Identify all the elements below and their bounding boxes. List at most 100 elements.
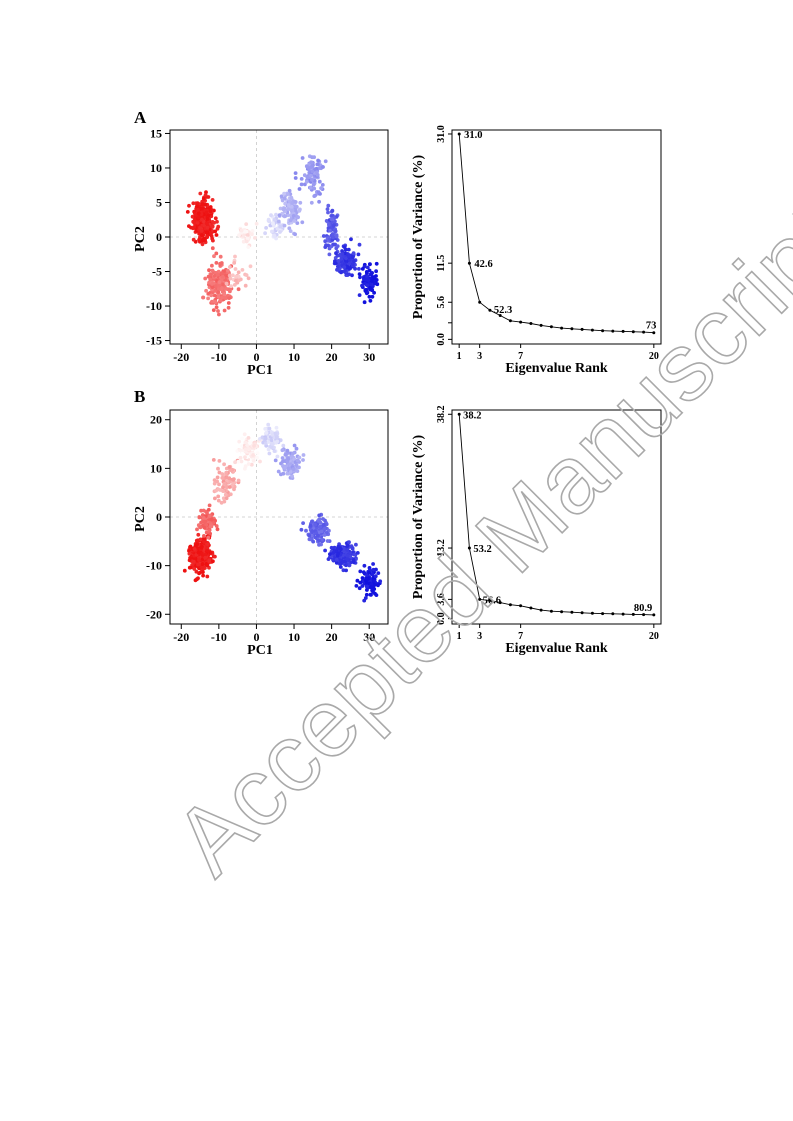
scatter-point — [198, 537, 203, 542]
scatter-points — [182, 422, 383, 603]
scatter-point — [288, 229, 293, 234]
scatter-point — [277, 213, 282, 218]
scatter-point — [294, 446, 299, 451]
scatter-point — [341, 568, 346, 573]
scatter-point — [290, 200, 295, 205]
scatter-point — [286, 207, 291, 212]
variance-point — [478, 300, 482, 304]
scatter-point — [228, 265, 232, 269]
scatter-point — [364, 592, 369, 597]
scatter-point — [266, 422, 271, 427]
y-tick-label: -15 — [146, 334, 162, 348]
scatter-point — [360, 267, 365, 271]
scatter-point — [304, 179, 309, 184]
scatter-point — [281, 207, 286, 212]
scatter-point — [233, 267, 238, 271]
scatter-point — [321, 234, 326, 238]
scatter-point — [373, 574, 378, 579]
plot-frame — [451, 409, 662, 625]
scatter-point — [204, 522, 209, 527]
scatter-point — [350, 546, 355, 550]
scatter-point — [374, 261, 379, 266]
scatter-point — [187, 551, 192, 556]
scatter-point — [370, 288, 375, 293]
scatter-point — [199, 545, 204, 550]
scatter-point — [202, 236, 206, 241]
scatter-point — [298, 200, 303, 205]
scatter-point — [237, 233, 241, 238]
variance-point — [529, 606, 533, 610]
scatter-point — [192, 567, 197, 571]
scatter-point — [201, 295, 205, 300]
scatter-point — [232, 283, 237, 287]
scatter-point — [217, 459, 222, 463]
scatter-point — [205, 511, 209, 515]
scatter-point — [240, 268, 245, 272]
variance-point — [467, 546, 471, 550]
scatter-point — [294, 204, 299, 209]
scatter-point — [212, 293, 217, 298]
scatter-point — [316, 533, 320, 538]
scatter-point — [200, 562, 205, 566]
scatter-point — [293, 171, 298, 176]
variance-point — [539, 323, 543, 327]
scatter-point — [295, 214, 299, 219]
scatter-point — [201, 196, 206, 201]
scatter-point — [338, 547, 343, 551]
scatter-point — [317, 517, 322, 522]
scatter-point — [245, 236, 250, 241]
scatter-point — [246, 436, 251, 440]
cumulative-label: 42.6 — [474, 259, 492, 270]
x-tick-label: 10 — [288, 630, 300, 644]
scatter-point — [242, 230, 247, 234]
scatter-point — [205, 574, 210, 579]
scatter-point — [352, 259, 356, 263]
scatter-point — [202, 520, 206, 524]
scatter-point — [202, 525, 207, 530]
scatter-point — [221, 485, 225, 490]
scatter-point — [285, 192, 290, 197]
scatter-point — [252, 444, 256, 448]
scatter-point — [331, 224, 336, 228]
scatter-point — [211, 458, 216, 462]
scatter-point — [198, 191, 203, 196]
scatter-point — [192, 547, 197, 551]
scatter-point — [226, 301, 231, 305]
scatter-point — [321, 517, 325, 521]
scatter-point — [220, 282, 225, 287]
scatter-point — [367, 268, 372, 273]
scatter-point — [310, 529, 315, 533]
scatter-point — [280, 448, 285, 453]
scatter-point — [317, 539, 322, 543]
scatter-point — [372, 290, 376, 295]
scatter-point — [218, 298, 223, 303]
variance-line — [458, 414, 654, 616]
scatter-point — [313, 535, 318, 540]
scatter-point — [323, 548, 327, 553]
scatter-point — [233, 254, 237, 259]
scatter-point — [231, 477, 236, 482]
scatter-point — [206, 296, 211, 301]
scatter-point — [232, 487, 236, 492]
scatter-point — [275, 454, 280, 459]
scatter-point — [254, 221, 259, 226]
variance-point — [457, 412, 461, 416]
scatter-point — [212, 478, 217, 482]
scatter-point — [214, 261, 219, 265]
scatter-point — [336, 264, 340, 269]
scatter-point — [298, 207, 302, 212]
scatter-point — [299, 177, 304, 181]
scatter-point — [304, 164, 309, 169]
scatter-point — [329, 545, 334, 550]
scatter-point — [204, 288, 209, 293]
scatter-point — [210, 282, 215, 286]
scatter-point — [197, 558, 201, 562]
y-tick-label: 0.0 — [436, 612, 447, 625]
scatter-point — [227, 476, 232, 481]
scatter-point — [264, 226, 268, 230]
variance-point — [508, 603, 512, 607]
scatter-point — [201, 570, 205, 574]
variance-point — [642, 613, 646, 617]
x-tick-label: 10 — [288, 350, 300, 364]
scatter-point — [326, 243, 331, 248]
